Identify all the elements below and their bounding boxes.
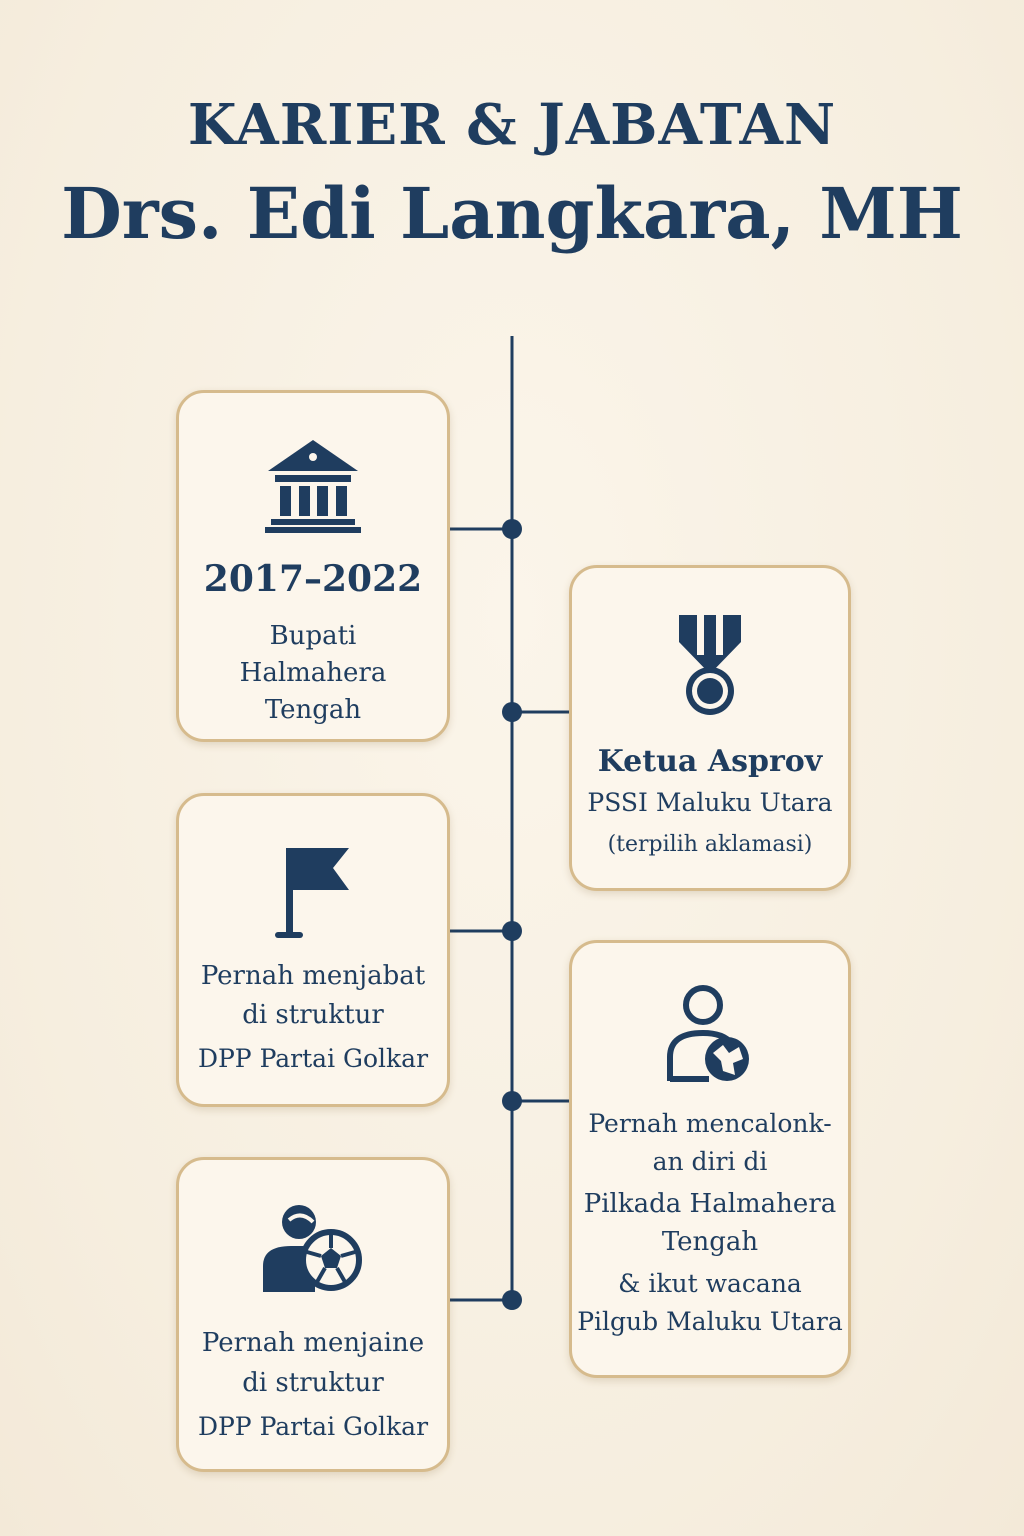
card-line: Pernah mencalonk- xyxy=(588,1109,832,1138)
card-line: an diri di xyxy=(652,1147,768,1176)
card-bupati: 2017–2022 Bupati Halmahera Tengah xyxy=(176,390,450,742)
timeline-node-5 xyxy=(502,1290,522,1310)
card-line: PSSI Maluku Utara xyxy=(587,788,833,817)
card-line: di struktur xyxy=(242,1368,384,1398)
card-line: Tengah xyxy=(661,1227,759,1257)
card-line: Tengah xyxy=(264,695,362,725)
card-line: (terpilih aklamasi) xyxy=(607,832,813,857)
card-line: Pernah menjabat xyxy=(200,961,426,991)
card-golkar-jabat: Pernah menjabat di struktur DPP Partai G… xyxy=(176,793,450,1107)
timeline-node-3 xyxy=(502,921,522,941)
card-line: Bupati xyxy=(269,621,357,651)
card-line: di struktur xyxy=(242,1000,384,1030)
card-line: Pilkada Halmahera xyxy=(583,1189,837,1219)
card-line: Pilgub Maluku Utara xyxy=(577,1307,843,1336)
title-heading: KARIER & JABATAN xyxy=(187,92,837,158)
flag-icon xyxy=(275,848,349,938)
card-line: Halmahera xyxy=(239,658,387,688)
card-line: DPP Partai Golkar xyxy=(197,1412,429,1441)
timeline-node-2 xyxy=(502,702,522,722)
card-year: 2017–2022 xyxy=(203,558,423,600)
person-globe-icon xyxy=(667,985,749,1082)
card-heading: Ketua Asprov xyxy=(597,744,823,779)
card-line: Pernah menjaine xyxy=(201,1328,425,1358)
card-asprov-pssi: Ketua Asprov PSSI Maluku Utara (terpilih… xyxy=(569,565,851,891)
medal-icon xyxy=(679,615,741,715)
timeline-node-1 xyxy=(502,519,522,539)
person-name-heading: Drs. Edi Langkara, MH xyxy=(61,172,963,255)
timeline-node-4 xyxy=(502,1091,522,1111)
government-building-icon xyxy=(265,440,361,533)
card-golkar-menjaine: Pernah menjaine di struktur DPP Partai G… xyxy=(176,1157,450,1472)
card-pilkada: Pernah mencalonk- an diri di Pilkada Hal… xyxy=(569,940,851,1378)
person-football-icon xyxy=(263,1205,362,1292)
card-line: & ikut wacana xyxy=(618,1269,802,1298)
card-line: DPP Partai Golkar xyxy=(197,1044,429,1073)
